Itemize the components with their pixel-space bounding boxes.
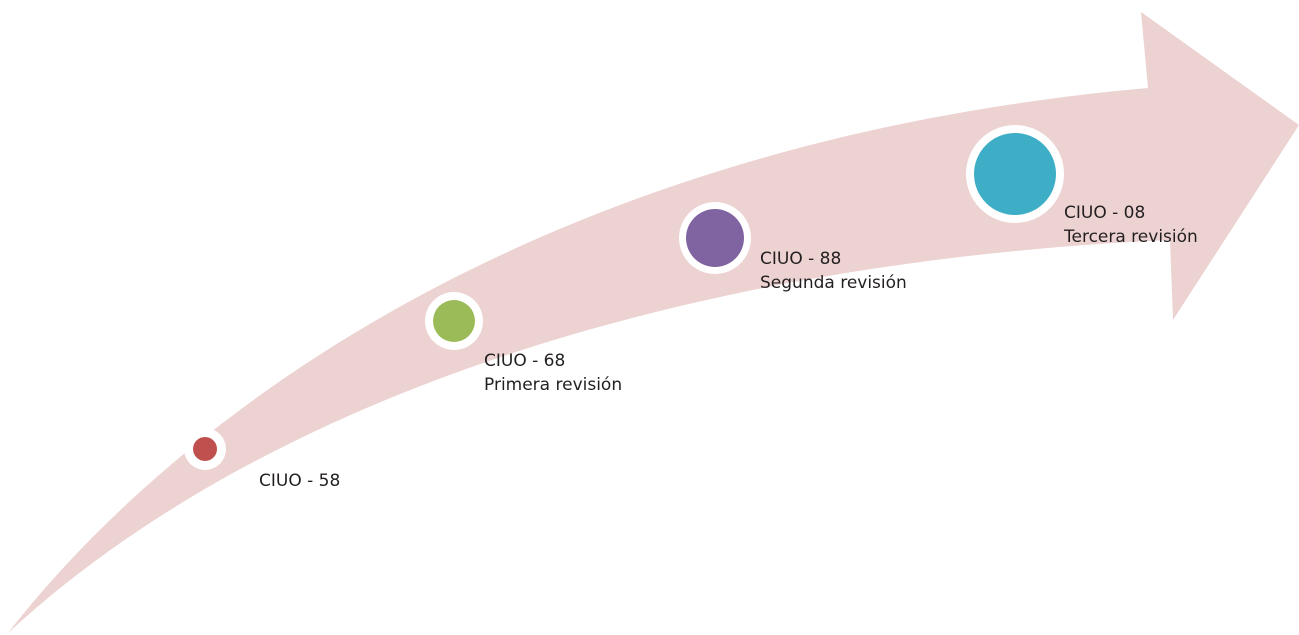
milestone-node-1 [184,428,226,470]
milestone-label-3: CIUO - 88 Segunda revisión [760,247,907,295]
milestone-code-4: CIUO - 08 [1064,203,1146,223]
milestone-label-2: CIUO - 68 Primera revisión [484,349,622,397]
milestone-subtitle-3: Segunda revisión [760,273,907,293]
milestone-code-1: CIUO - 58 [259,471,341,491]
milestone-subtitle-2: Primera revisión [484,375,623,395]
milestone-label-1: CIUO - 58 [259,469,340,493]
milestone-code-3: CIUO - 88 [760,249,842,269]
milestone-label-4: CIUO - 08 Tercera revisión [1064,201,1198,249]
node-dot-2 [433,300,475,342]
node-dot-4 [974,133,1056,215]
milestone-node-4 [966,125,1064,223]
node-dot-1 [193,437,217,461]
milestone-node-3 [679,202,751,274]
milestone-subtitle-4: Tercera revisión [1064,227,1198,247]
milestone-node-2 [425,292,483,350]
node-dot-3 [686,209,744,267]
milestone-code-2: CIUO - 68 [484,351,566,371]
timeline-arrow [8,12,1299,633]
